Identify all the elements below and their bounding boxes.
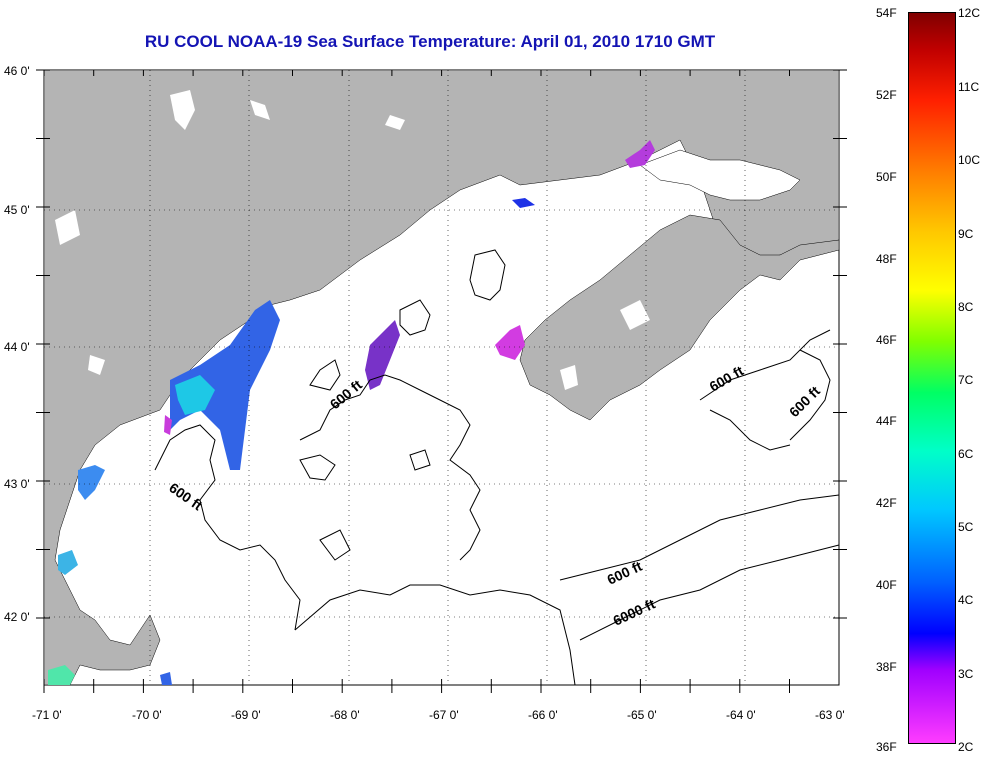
lat-tick-label: 44 0' [4, 340, 30, 354]
colorbar-c-label: 10C [958, 153, 981, 167]
lon-tick-label: -68 0' [330, 708, 360, 722]
colorbar-c-label: 4C [958, 593, 974, 607]
colorbar-f-label: 46F [876, 333, 897, 347]
lon-labels: -71 0' -70 0' -69 0' -68 0' -67 0' -66 0… [32, 708, 845, 722]
sst-bay-of-fundy [625, 140, 655, 168]
colorbar-c-label: 5C [958, 520, 974, 534]
lon-tick-label: -69 0' [231, 708, 261, 722]
lat-tick-label: 45 0' [4, 203, 30, 217]
sst-map: 600 ft 600 ft 600 ft 600 ft 600 ft 6000 … [4, 64, 847, 722]
lat-tick-label: 43 0' [4, 477, 30, 491]
contour-lines [154, 249, 840, 686]
sst-jordan-basin [365, 320, 400, 390]
colorbar-f-label: 50F [876, 170, 897, 184]
colorbar-f-label: 36F [876, 740, 897, 754]
lon-tick-label: -64 0' [726, 708, 756, 722]
sst-cape-ann [164, 415, 172, 435]
lakes [55, 90, 650, 390]
colorbar-f-label: 38F [876, 660, 897, 674]
lon-tick-label: -65 0' [627, 708, 657, 722]
colorbar-f-label: 40F [876, 578, 897, 592]
lat-tick-label: 46 0' [4, 64, 30, 78]
lon-tick-label: -63 0' [815, 708, 845, 722]
sst-massachusetts [78, 465, 105, 500]
sst-gulf-of-maine-coast [170, 300, 280, 470]
land-nova-scotia [519, 214, 840, 421]
frame-ticks [36, 69, 847, 693]
lon-tick-label: -66 0' [528, 708, 558, 722]
colorbar-c-label: 3C [958, 667, 974, 681]
sst-nantucket [160, 672, 172, 685]
map-title: RU COOL NOAA-19 Sea Surface Temperature:… [144, 32, 716, 51]
sst-data [48, 140, 655, 685]
lon-tick-label: -71 0' [32, 708, 62, 722]
sst-cape-cod [58, 550, 78, 575]
colorbar-f-label: 52F [876, 88, 897, 102]
land-mainland [43, 69, 840, 686]
sst-nova-scotia-tip [495, 325, 525, 360]
lon-tick-label: -67 0' [429, 708, 459, 722]
colorbar-c-label: 8C [958, 300, 974, 314]
colorbar-c-label: 11C [958, 80, 980, 94]
colorbar-f-label: 54F [876, 6, 897, 20]
colorbar-f-label: 42F [876, 496, 897, 510]
lon-tick-label: -70 0' [132, 708, 162, 722]
water-minas-basin [639, 149, 801, 201]
colorbar-c-label: 6C [958, 447, 974, 461]
colorbar-c-label: 12C [958, 6, 981, 20]
lat-tick-label: 42 0' [4, 610, 30, 624]
sst-casco-bay [175, 375, 215, 415]
colorbar-f-label: 44F [876, 414, 897, 428]
colorbar-c-label: 7C [958, 373, 974, 387]
sst-buzzards-bay [48, 665, 75, 685]
sst-fundy-patch [512, 198, 535, 208]
colorbar-c-label: 9C [958, 227, 974, 241]
temperature-colorbar [908, 12, 956, 744]
colorbar-c-label: 2C [958, 740, 974, 754]
colorbar-f-label: 48F [876, 252, 897, 266]
lat-labels: 46 0' 45 0' 44 0' 43 0' 42 0' [4, 64, 30, 624]
